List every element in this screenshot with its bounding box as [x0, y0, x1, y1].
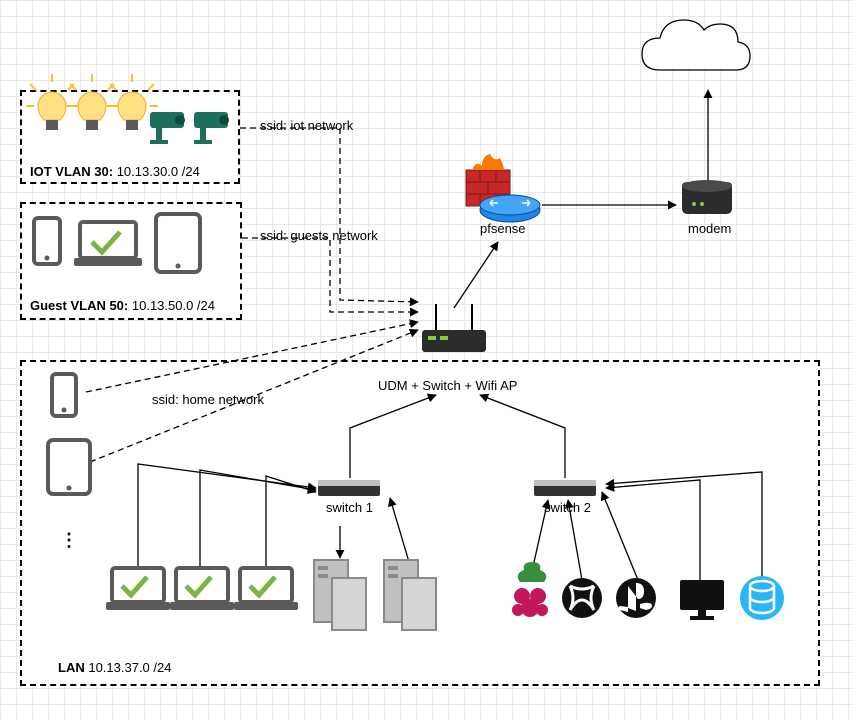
label-internet: Internet [663, 54, 707, 69]
label-iot-vlan: IOT VLAN 30: 10.13.30.0 /24 [30, 164, 200, 179]
udm-icon [422, 304, 486, 352]
label-switch1: switch 1 [326, 500, 373, 515]
pfsense-icon [466, 154, 540, 222]
text-iot-vlan-subnet: 10.13.30.0 /24 [117, 164, 200, 179]
label-ssid-home: ssid: home network [152, 392, 264, 407]
label-ssid-guest: ssid: guests network [260, 228, 378, 243]
modem-icon [682, 180, 732, 214]
label-udm: UDM + Switch + Wifi AP [378, 378, 517, 393]
text-lan-title: LAN [58, 660, 85, 675]
text-guest-vlan-title: Guest VLAN 50: [30, 298, 128, 313]
box-lan [20, 360, 820, 686]
label-guest-vlan: Guest VLAN 50: 10.13.50.0 /24 [30, 298, 215, 313]
ellipsis-icon: ⋮ [60, 530, 78, 551]
text-guest-vlan-subnet: 10.13.50.0 /24 [132, 298, 215, 313]
label-switch2: switch 2 [544, 500, 591, 515]
label-pfsense: pfsense [480, 221, 526, 236]
text-lan-subnet: 10.13.37.0 /24 [88, 660, 171, 675]
label-ssid-iot: ssid: iot network [260, 118, 353, 133]
text-iot-vlan-title: IOT VLAN 30: [30, 164, 113, 179]
label-modem: modem [688, 221, 731, 236]
label-lan: LAN 10.13.37.0 /24 [58, 660, 171, 675]
